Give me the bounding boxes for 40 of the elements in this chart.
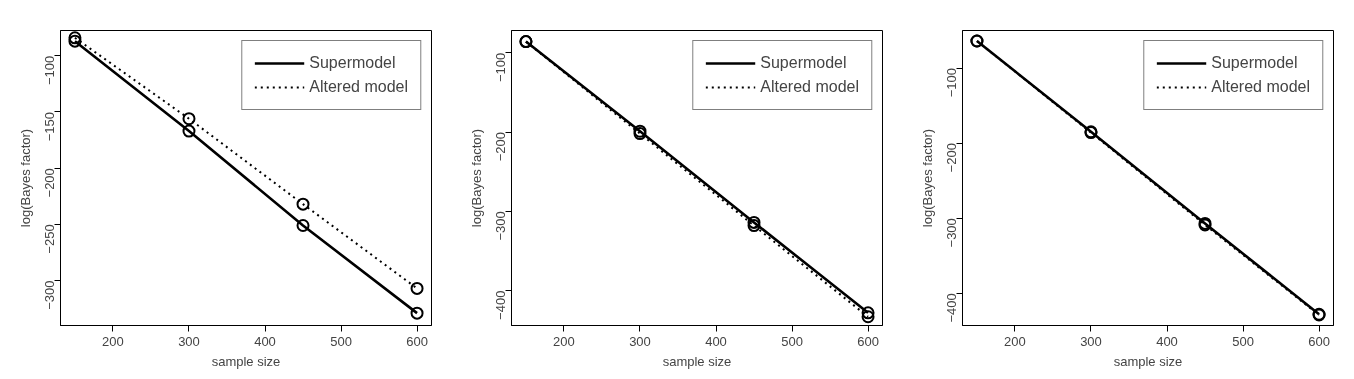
- legend-label: Supermodel: [309, 54, 396, 72]
- x-tick-label: 600: [1308, 333, 1330, 349]
- x-tick-label: 400: [254, 333, 276, 349]
- legend-label: Altered model: [760, 78, 859, 96]
- x-tick-label: 400: [1156, 333, 1178, 349]
- y-tick-label: −400: [944, 293, 959, 323]
- x-tick-label: 500: [1232, 333, 1254, 349]
- x-axis-title: sample size: [1113, 353, 1183, 369]
- y-tick-label: −300: [944, 218, 959, 248]
- x-tick-label: 400: [705, 333, 727, 349]
- x-tick-label: 200: [1004, 333, 1026, 349]
- y-tick-label: −200: [42, 168, 57, 198]
- x-tick-label: 300: [178, 333, 200, 349]
- y-tick-label: −300: [493, 211, 508, 241]
- x-tick-label: 200: [553, 333, 575, 349]
- y-tick-label: −400: [493, 290, 508, 320]
- legend-label: Altered model: [309, 78, 408, 96]
- y-tick-label: −250: [42, 224, 57, 254]
- y-tick-label: −150: [42, 111, 57, 142]
- x-axis-title: sample size: [211, 353, 281, 369]
- legend-label: Altered model: [1211, 78, 1310, 96]
- legend-label: Supermodel: [760, 54, 847, 72]
- x-tick-label: 500: [330, 333, 352, 349]
- y-axis-title: log(Bayes factor): [919, 128, 935, 228]
- x-axis-title: sample size: [662, 353, 732, 369]
- x-tick-label: 600: [857, 333, 879, 349]
- y-tick-label: −100: [42, 55, 57, 86]
- legend-label: Supermodel: [1211, 54, 1298, 72]
- y-axis-title: log(Bayes factor): [17, 128, 33, 228]
- x-tick-label: 200: [102, 333, 124, 349]
- x-tick-label: 300: [1080, 333, 1102, 349]
- y-tick-label: −100: [493, 52, 508, 82]
- y-tick-label: −200: [944, 143, 959, 173]
- y-axis-title: log(Bayes factor): [468, 128, 484, 228]
- x-tick-label: 300: [629, 333, 651, 349]
- x-tick-label: 500: [781, 333, 803, 349]
- x-tick-label: 600: [406, 333, 428, 349]
- y-tick-label: −100: [944, 68, 959, 98]
- y-tick-label: −300: [42, 280, 57, 310]
- y-tick-label: −200: [493, 131, 508, 162]
